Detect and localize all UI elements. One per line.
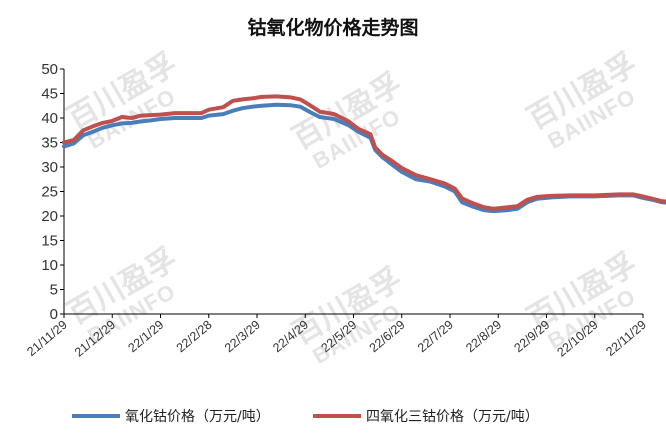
y-tick-label: 20 [41,208,58,225]
series-line-1 [62,94,666,211]
y-tick-label: 0 [50,306,58,323]
legend-label: 四氧化三钴价格（万元/吨） [366,409,539,425]
y-tick-label: 45 [41,86,58,103]
watermark: 百川盈孚 BAIINFO [522,47,643,154]
y-tick-label: 5 [50,282,58,299]
legend-item-tricobalt-tetroxide: 四氧化三钴价格（万元/吨） [313,409,539,425]
x-tick-label: 22/7/29 [415,318,456,356]
y-axis: 0 5 10 15 20 25 30 35 40 45 50 [41,61,65,323]
watermark: 百川盈孚 BAIINFO [62,242,183,349]
y-tick-label: 40 [41,110,58,127]
x-tick-label: 22/8/29 [463,318,504,356]
y-tick-label: 35 [41,135,58,152]
y-tick-label: 25 [41,184,58,201]
series-layer [62,94,666,214]
x-tick-label: 22/3/29 [222,318,263,356]
watermark: 百川盈孚 BAIINFO [287,262,408,369]
watermark: 百川盈孚 BAIINFO [287,67,408,174]
x-tick-label: 22/2/28 [174,318,215,356]
watermark: 百川盈孚 BAIINFO [62,47,183,154]
chart-title: 钴氧化物价格走势图 [247,16,418,39]
legend: 氧化钴价格（万元/吨） 四氧化三钴价格（万元/吨） [72,409,539,425]
x-tick-label: 21/11/29 [24,318,70,359]
y-tick-label: 15 [41,233,58,250]
x-tick-label: 22/11/29 [603,318,649,359]
y-tick-label: 50 [41,61,58,78]
legend-label: 氧化钴价格（万元/吨） [125,409,270,425]
y-tick-label: 30 [41,159,58,176]
y-tick-label: 10 [41,257,58,274]
legend-item-cobalt-oxide: 氧化钴价格（万元/吨） [72,409,270,425]
